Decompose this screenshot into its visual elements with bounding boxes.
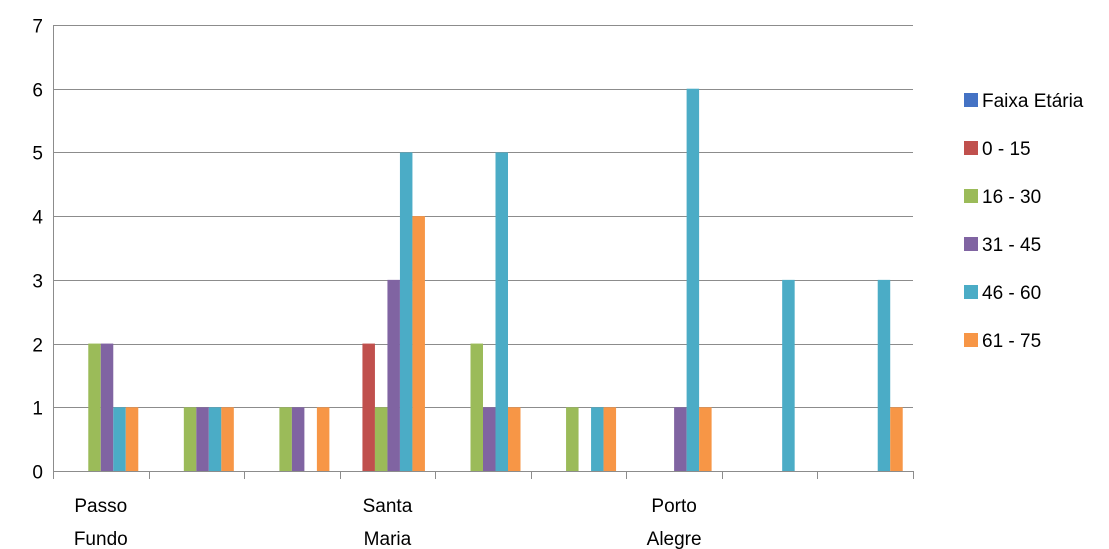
y-tick-label-0: 0	[32, 463, 43, 484]
y-tick-label-1: 1	[32, 399, 43, 420]
bar-16-30-cat-6	[566, 407, 579, 471]
legend: Faixa Etária 0 - 15 16 - 30 31 - 45 46 - 60 6…	[964, 91, 1084, 352]
legend-label-5: 46 - 60	[982, 283, 1041, 304]
bar-31-45-cat-4	[387, 279, 400, 471]
category-label-7-line-1: Porto	[651, 496, 696, 517]
legend-label-1: Faixa Etária	[982, 91, 1084, 112]
legend-swatch-2	[964, 141, 978, 155]
gridlines	[53, 25, 913, 408]
bar-31-45-cat-7	[674, 407, 687, 471]
bar-46-60-cat-4	[399, 152, 413, 471]
legend-swatch-1	[964, 93, 978, 107]
y-tick-label-5: 5	[32, 144, 43, 165]
legend-label-6: 61 - 75	[982, 331, 1041, 352]
bar-61-75-cat-3	[316, 407, 330, 471]
category-label-1-line-2: Fundo	[74, 529, 128, 549]
y-tick-label-7: 7	[32, 17, 43, 38]
category-label-4-line-1: Santa	[363, 496, 413, 517]
legend-label-3: 16 - 30	[982, 187, 1041, 208]
bar-16-30-cat-2	[183, 407, 197, 471]
bar-31-45-cat-1	[100, 343, 114, 471]
bar-46-60-cat-1	[113, 407, 126, 471]
bar-46-60-cat-9	[877, 279, 891, 471]
axes	[53, 25, 914, 479]
y-tick-label-6: 6	[32, 81, 43, 102]
legend-swatch-5	[964, 285, 978, 299]
bar-16-30-cat-3	[279, 407, 292, 471]
bar-16-30-cat-4	[374, 407, 388, 471]
category-label-1-line-1: Passo	[74, 496, 127, 517]
bar-31-45-cat-3	[291, 407, 305, 471]
bar-61-75-cat-2	[221, 407, 234, 471]
y-axis-tick-labels: 0 1 2 3 4 5 6 7	[32, 17, 43, 484]
bar-0-15-cat-4	[362, 343, 375, 471]
bars	[88, 88, 903, 472]
bar-61-75-cat-6	[603, 407, 617, 471]
category-label-7-line-2: Alegre	[647, 529, 702, 549]
y-tick-label-3: 3	[32, 272, 43, 293]
bar-46-60-cat-8	[782, 279, 795, 471]
bar-31-45-cat-5	[483, 407, 496, 471]
bar-46-60-cat-5	[495, 152, 508, 471]
y-tick-label-4: 4	[32, 208, 43, 229]
bar-46-60-cat-2	[208, 407, 222, 471]
legend-swatch-3	[964, 189, 978, 203]
bar-16-30-cat-1	[88, 343, 101, 471]
bar-61-75-cat-1	[125, 407, 139, 471]
legend-swatch-4	[964, 237, 978, 251]
category-label-4-line-2: Maria	[364, 529, 412, 549]
bar-31-45-cat-2	[196, 407, 209, 471]
bar-61-75-cat-5	[508, 407, 521, 471]
bar-61-75-cat-9	[890, 407, 903, 471]
legend-swatch-6	[964, 333, 978, 347]
legend-label-2: 0 - 15	[982, 139, 1031, 160]
bar-46-60-cat-6	[591, 407, 604, 471]
bar-61-75-cat-7	[699, 407, 712, 471]
bar-61-75-cat-4	[412, 216, 425, 471]
bar-46-60-cat-7	[686, 88, 700, 472]
bar-16-30-cat-5	[470, 343, 483, 471]
x-axis-category-labels: Passo Fundo Santa Maria Porto Alegre	[74, 496, 702, 549]
legend-label-4: 31 - 45	[982, 235, 1041, 256]
y-tick-label-2: 2	[32, 336, 43, 357]
